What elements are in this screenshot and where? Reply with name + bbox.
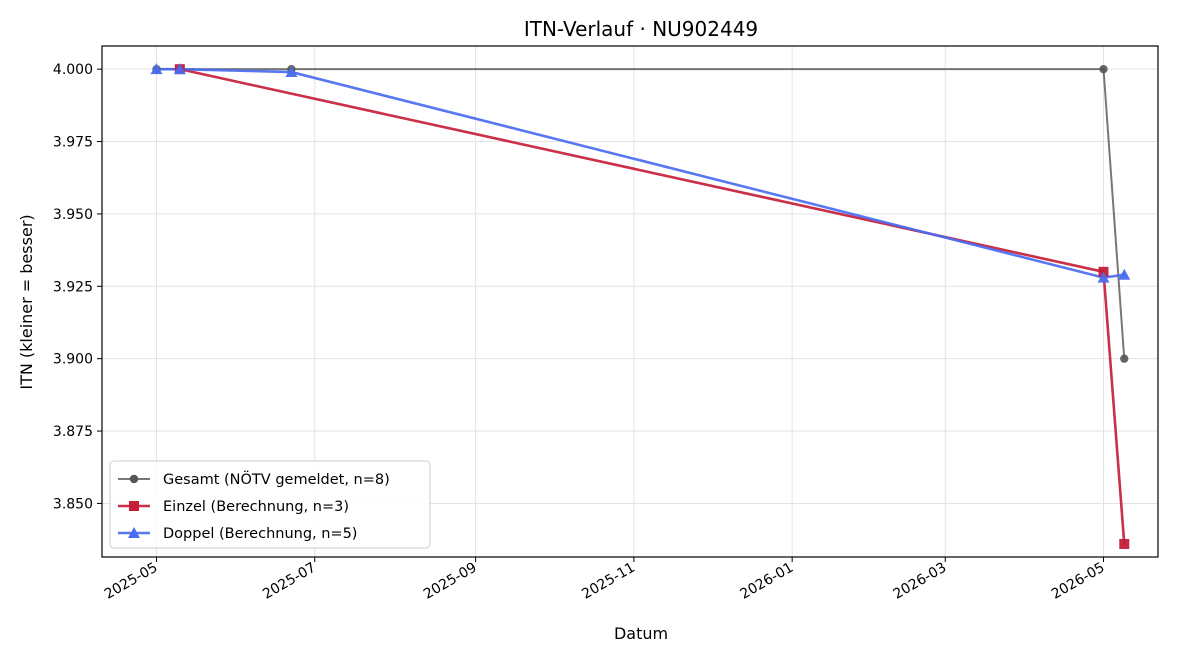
data-point-triangle <box>1118 268 1131 280</box>
y-axis-label: ITN (kleiner = besser) <box>17 214 36 389</box>
x-tick-label: 2025-05 <box>102 560 161 603</box>
x-tick-label: 2026-03 <box>891 560 950 603</box>
data-point-triangle <box>173 63 186 75</box>
y-tick-label: 3.900 <box>53 352 93 368</box>
x-tick-label: 2025-09 <box>421 560 480 603</box>
data-point-square <box>1119 538 1130 549</box>
data-point-triangle <box>150 63 163 75</box>
y-tick-label: 3.850 <box>53 496 93 512</box>
data-point-circle <box>1099 64 1108 74</box>
data-point-triangle <box>285 66 298 78</box>
legend-entry-label: Gesamt (NÖTV gemeldet, n=8) <box>163 470 390 488</box>
series-markers <box>150 63 1131 549</box>
y-tick-label: 4.000 <box>53 62 93 78</box>
x-tick-label: 2026-05 <box>1049 560 1108 603</box>
data-point-triangle <box>1097 271 1110 283</box>
legend-box <box>109 460 431 549</box>
chart-title: ITN-Verlauf · NU902449 <box>524 17 758 41</box>
x-tick-label: 2026-01 <box>737 560 796 603</box>
x-axis-ticks: 2025-05 2025-07 2025-09 2025-11 2026-01 2026-… <box>102 557 1108 603</box>
data-point-circle <box>1120 354 1129 363</box>
legend-swatch-marker <box>129 474 139 484</box>
x-tick-label: 2025-07 <box>260 560 319 603</box>
y-tick-label: 3.975 <box>53 135 93 151</box>
y-tick-label: 3.875 <box>53 424 93 440</box>
plot-frame <box>101 45 1159 558</box>
series-line-triangle <box>155 67 1126 279</box>
y-axis-ticks: 3.850 3.875 3.900 3.925 3.950 3.975 4.000 <box>53 62 102 512</box>
legend-swatch-marker <box>129 501 139 511</box>
legend-swatch-marker <box>128 527 140 538</box>
x-axis-label: Datum <box>614 624 668 643</box>
x-tick-label: 2025-11 <box>579 560 638 603</box>
y-tick-label: 3.925 <box>53 279 93 295</box>
legend-entry-label: Doppel (Berechnung, n=5) <box>163 526 357 542</box>
y-tick-label: 3.950 <box>53 207 93 223</box>
legend-entry-label: Einzel (Berechnung, n=3) <box>163 499 349 515</box>
legend: Gesamt (NÖTV gemeldet, n=8) Einzel (Berec… <box>109 460 431 549</box>
